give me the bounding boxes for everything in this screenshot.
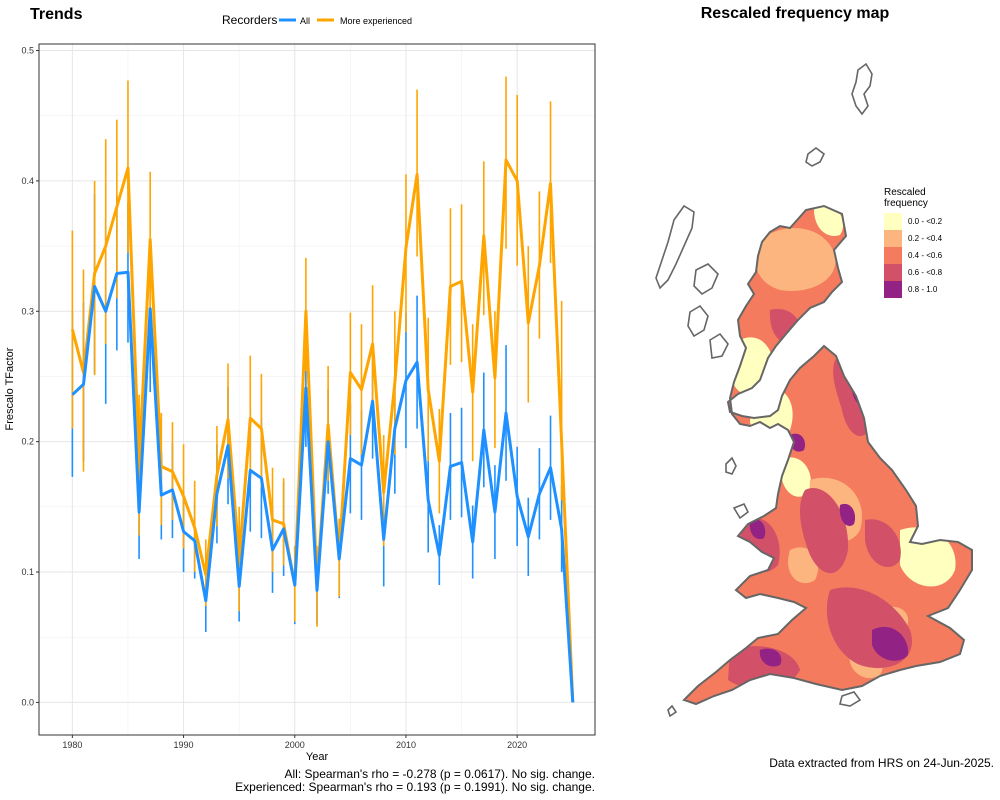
map-legend-label: 0.4 - <0.6 bbox=[908, 251, 943, 260]
legend-label-experienced: More experienced bbox=[340, 16, 412, 26]
plot-panel bbox=[38, 43, 596, 736]
map-legend-swatch bbox=[884, 281, 902, 298]
map-legend-item: 0.2 - <0.4 bbox=[884, 230, 942, 247]
chart-legend: Recorders All More experienced bbox=[222, 13, 412, 27]
x-tick-label: 2000 bbox=[285, 740, 305, 750]
x-tick-label: 1990 bbox=[174, 740, 194, 750]
map-legend-swatch bbox=[884, 213, 902, 230]
orkney-islands bbox=[805, 147, 826, 167]
y-tick-label: 0.3 bbox=[21, 306, 34, 316]
map-legend-title: Rescaled frequency bbox=[884, 187, 942, 209]
y-tick-label: 0.1 bbox=[21, 567, 34, 577]
isle-of-man bbox=[725, 456, 737, 475]
y-tick-label: 0.5 bbox=[21, 46, 34, 56]
stats-all: All: Spearman's rho = -0.278 (p = 0.0617… bbox=[284, 767, 595, 781]
map-legend-swatch bbox=[884, 264, 902, 281]
frequency-surface bbox=[684, 206, 972, 704]
isle-of-wight bbox=[839, 691, 862, 707]
hebrides-north bbox=[655, 204, 695, 290]
map-legend: Rescaled frequency 0.0 - <0.2 0.2 - <0.4… bbox=[884, 187, 942, 298]
x-axis-title: Year bbox=[306, 751, 329, 763]
map-legend-label: 0.6 - <0.8 bbox=[908, 268, 943, 277]
y-axis-title: Frescalo TFactor bbox=[4, 347, 16, 430]
map-legend-item: 0.6 - <0.8 bbox=[884, 264, 942, 281]
gb-coastline bbox=[682, 204, 973, 706]
stats-experienced: Experienced: Spearman's rho = 0.193 (p =… bbox=[235, 780, 595, 794]
map-legend-item: 0.0 - <0.2 bbox=[884, 213, 942, 230]
y-tick-label: 0.2 bbox=[21, 437, 34, 447]
series-lines bbox=[70, 158, 575, 703]
map-legend-swatch bbox=[884, 230, 902, 247]
x-tick-label: 2010 bbox=[396, 740, 416, 750]
spearman-stats: All: Spearman's rho = -0.278 (p = 0.0617… bbox=[235, 768, 595, 794]
data-source-footnote: Data extracted from HRS on 24-Jun-2025. bbox=[769, 756, 994, 770]
shetland-islands bbox=[851, 62, 873, 116]
scilly-isles bbox=[667, 704, 678, 718]
legend-label-all: All bbox=[300, 16, 310, 26]
map-legend-label: 0.0 - <0.2 bbox=[908, 217, 943, 226]
map-legend-title-line1: Rescaled bbox=[884, 187, 926, 198]
y-tick-label: 0.0 bbox=[21, 697, 34, 707]
map-legend-swatch bbox=[884, 247, 902, 264]
islay-jura bbox=[709, 332, 729, 359]
x-axis: 1980 1990 2000 2010 2020 bbox=[62, 735, 527, 750]
y-axis: 0.0 0.1 0.2 0.3 0.4 0.5 bbox=[21, 46, 39, 707]
x-tick-label: 1980 bbox=[62, 740, 82, 750]
uk-frequency-map bbox=[655, 62, 973, 718]
map-title: Rescaled frequency map bbox=[700, 5, 890, 22]
x-tick-label: 2020 bbox=[507, 740, 527, 750]
hebrides-south bbox=[687, 304, 709, 338]
plot-panel-border bbox=[38, 43, 596, 736]
series-line-all bbox=[71, 270, 575, 703]
trend-chart: Trends Recorders All More experienced 0.… bbox=[4, 6, 596, 763]
map-legend-title-line2: frequency bbox=[884, 198, 928, 209]
map-legend-item: 0.4 - <0.6 bbox=[884, 247, 942, 264]
y-tick-label: 0.4 bbox=[21, 176, 34, 186]
anglesey bbox=[732, 502, 750, 520]
chart-title: Trends bbox=[30, 6, 83, 23]
legend-title: Recorders bbox=[222, 13, 277, 27]
hebrides-inner bbox=[693, 263, 719, 296]
map-legend-item: 0.8 - 1.0 bbox=[884, 281, 942, 298]
map-legend-label: 0.8 - 1.0 bbox=[908, 285, 938, 294]
map-legend-label: 0.2 - <0.4 bbox=[908, 234, 943, 243]
